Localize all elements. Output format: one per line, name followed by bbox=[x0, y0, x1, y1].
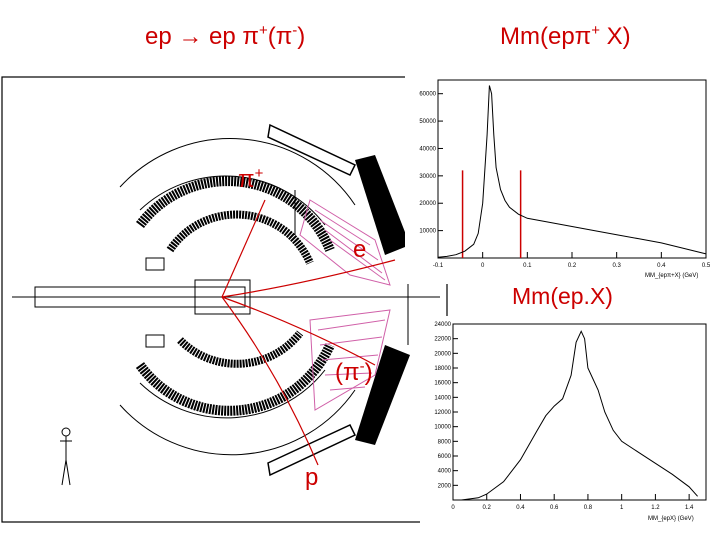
top-ytick-label-5: 60000 bbox=[419, 92, 436, 98]
track-proton bbox=[221, 296, 319, 466]
scintillator-lower bbox=[267, 424, 357, 477]
title-missing-mass-ep-piplus: Mm(epπ+ X) bbox=[500, 22, 631, 50]
human-scale-figure bbox=[60, 427, 72, 486]
bottom-xtick-label-6: 1.2 bbox=[651, 505, 660, 511]
top-ytick-label-0: 10000 bbox=[419, 229, 436, 235]
drift-chamber-lower-edge bbox=[139, 369, 326, 419]
bottom-ytick-label-2: 6000 bbox=[438, 454, 452, 460]
top-xtick-label-3: 0.2 bbox=[568, 263, 577, 269]
bottom-xtick-label-4: 0.8 bbox=[584, 505, 593, 511]
side-box-lower bbox=[145, 334, 165, 348]
bottom-xtick-label-0: 0 bbox=[451, 505, 455, 511]
bottom-ytick-label-1: 4000 bbox=[438, 469, 452, 475]
side-box-upper bbox=[145, 257, 165, 271]
top-xtick-label-6: 0.5 bbox=[702, 263, 710, 269]
top-xtick-label-0: -0.1 bbox=[433, 263, 444, 269]
drift-chamber-upper-edge bbox=[139, 175, 326, 226]
track-pi-plus bbox=[221, 199, 266, 298]
bottom-ytick-label-5: 12000 bbox=[434, 410, 451, 416]
top-xtick-label-2: 0.1 bbox=[523, 263, 532, 269]
top-xtick-label-5: 0.4 bbox=[657, 263, 666, 269]
bottom-ytick-label-3: 8000 bbox=[438, 439, 452, 445]
track-electron bbox=[221, 259, 396, 298]
label-electron: e bbox=[353, 236, 366, 263]
bottom-xtick-label-1: 0.2 bbox=[483, 505, 492, 511]
bottom-ytick-label-9: 20000 bbox=[434, 351, 451, 357]
bottom-ytick-label-6: 14000 bbox=[434, 395, 451, 401]
magnet-arc-lower bbox=[119, 389, 356, 456]
top-ytick-label-2: 30000 bbox=[419, 174, 436, 180]
xlabel-bottom: MM_{epX} (GeV) bbox=[648, 516, 694, 522]
chart-missing-mass-ep: 2000 4000 6000 8000 10000 12000 14000 16000 1800… bbox=[420, 316, 710, 528]
bottom-ytick-label-4: 10000 bbox=[434, 425, 451, 431]
top-xtick-label-1: 0 bbox=[481, 263, 485, 269]
bottom-xtick-label-2: 0.4 bbox=[516, 505, 525, 511]
top-ytick-label-4: 50000 bbox=[419, 119, 436, 125]
bottom-ytick-label-11: 24000 bbox=[434, 322, 451, 328]
chart-missing-mass-ep-piplus: 10000 20000 30000 40000 50000 60000 -0.1 0 0.1 0… bbox=[405, 72, 710, 284]
drift-chamber-upper-outer bbox=[136, 176, 335, 252]
outer-detector-lower bbox=[355, 345, 410, 445]
magnet-arc-upper bbox=[119, 138, 356, 206]
bottom-xtick-label-7: 1.4 bbox=[685, 505, 694, 511]
series-line-bottom bbox=[461, 330, 698, 501]
track-pi-minus bbox=[221, 296, 376, 366]
calorimeter-lower bbox=[309, 309, 391, 411]
beam-pipe bbox=[34, 286, 246, 308]
drift-chamber-upper-inner bbox=[166, 210, 314, 265]
calorimeter-upper-hatching bbox=[314, 209, 386, 281]
label-pi-plus: π+ bbox=[238, 165, 264, 193]
scintillator-upper bbox=[267, 123, 357, 176]
bottom-ytick-label-10: 22000 bbox=[434, 337, 451, 343]
title-missing-mass-ep: Mm(ep.X) bbox=[512, 283, 613, 309]
calorimeter-upper bbox=[299, 199, 391, 286]
bottom-ytick-label-8: 18000 bbox=[434, 366, 451, 372]
bottom-ytick-label-7: 16000 bbox=[434, 381, 451, 387]
top-ytick-label-1: 20000 bbox=[419, 201, 436, 207]
target-region bbox=[194, 279, 251, 315]
label-pi-minus: (π-) bbox=[335, 358, 373, 386]
top-xtick-label-4: 0.3 bbox=[612, 263, 621, 269]
title-reaction: ep → ep π+(π-) bbox=[145, 22, 306, 50]
label-proton: p bbox=[305, 464, 318, 491]
detector-event-display: π+ e (π-) p bbox=[1, 76, 448, 523]
xlabel-top: MM_{epπ+X} (GeV) bbox=[645, 273, 698, 279]
calorimeter-lower-hatching bbox=[317, 319, 386, 391]
series-line-top bbox=[437, 85, 707, 258]
drift-chamber-lower-inner bbox=[177, 330, 304, 368]
top-ytick-label-3: 40000 bbox=[419, 146, 436, 152]
bottom-ytick-label-0: 2000 bbox=[438, 483, 452, 489]
bottom-xtick-label-5: 1 bbox=[620, 505, 624, 511]
bottom-xtick-label-3: 0.6 bbox=[550, 505, 559, 511]
outer-detector-upper bbox=[355, 155, 410, 255]
